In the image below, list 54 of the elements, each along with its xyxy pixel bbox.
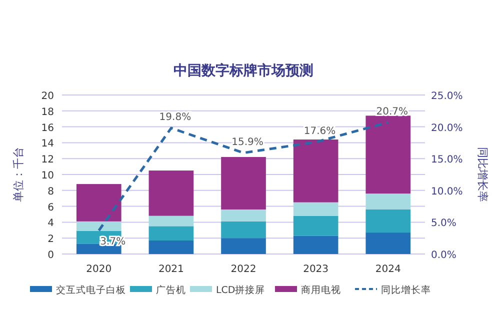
y2-axis-title: 同比增长率: [476, 147, 489, 202]
bar: [148, 170, 194, 216]
legend-label: 同比增长率: [381, 284, 431, 296]
legend-label: 广告机: [156, 284, 186, 296]
y-tick-label: 10: [41, 170, 54, 182]
legend-label: 商用电视: [301, 284, 341, 296]
x-tick-label: 2024: [375, 264, 401, 275]
y-tick-label: 2: [48, 234, 54, 246]
y2-tick-label: 5.0%: [431, 218, 456, 230]
y-tick-label: 16: [41, 122, 54, 134]
bar: [293, 140, 338, 202]
legend-label: 交互式电子白板: [56, 284, 126, 296]
bar: [366, 232, 411, 254]
y2-tick-label: 20.0%: [431, 122, 463, 134]
bar: [148, 240, 194, 254]
bar: [293, 202, 338, 216]
y-tick-label: 12: [41, 154, 54, 166]
y-tick-label: 6: [48, 202, 54, 214]
bar: [76, 221, 122, 231]
y-tick-label: 14: [41, 138, 54, 150]
x-tick-label: 2023: [303, 264, 329, 275]
y2-tick-label: 0.0%: [431, 250, 456, 261]
bar: [366, 116, 411, 194]
bar: [293, 236, 338, 254]
y2-tick-label: 10.0%: [431, 186, 463, 198]
chart-title: 中国数字标牌市场预测: [174, 62, 314, 79]
bar: [366, 194, 411, 210]
bar: [221, 238, 266, 254]
bar: [221, 209, 266, 222]
line-series: [98, 121, 390, 232]
y2-tick-label: 15.0%: [431, 154, 463, 166]
data-label: 19.8%: [159, 112, 192, 124]
bar: [76, 244, 122, 254]
data-label: 17.6%: [304, 126, 336, 138]
bar: [76, 184, 122, 222]
y-tick-label: 20: [41, 91, 54, 102]
x-tick-label: 2020: [86, 264, 112, 275]
data-label: 15.9%: [232, 136, 264, 148]
y2-tick-label: 25.0%: [431, 91, 463, 102]
y-tick-label: 18: [41, 106, 54, 118]
data-label: 20.7%: [376, 106, 408, 118]
bar: [221, 221, 266, 238]
bar: [293, 216, 338, 236]
y-tick-label: 0: [48, 250, 54, 261]
bar: [148, 226, 194, 240]
y-tick-label: 8: [48, 186, 54, 198]
bar: [148, 216, 194, 226]
y-tick-label: 4: [48, 218, 54, 230]
bar: [221, 157, 266, 210]
legend-label: LCD拼接屏: [216, 284, 266, 296]
bar: [366, 209, 411, 233]
y-axis-title: 单位：千台: [12, 147, 25, 202]
x-tick-label: 2021: [158, 264, 184, 275]
x-tick-label: 2022: [230, 264, 256, 275]
